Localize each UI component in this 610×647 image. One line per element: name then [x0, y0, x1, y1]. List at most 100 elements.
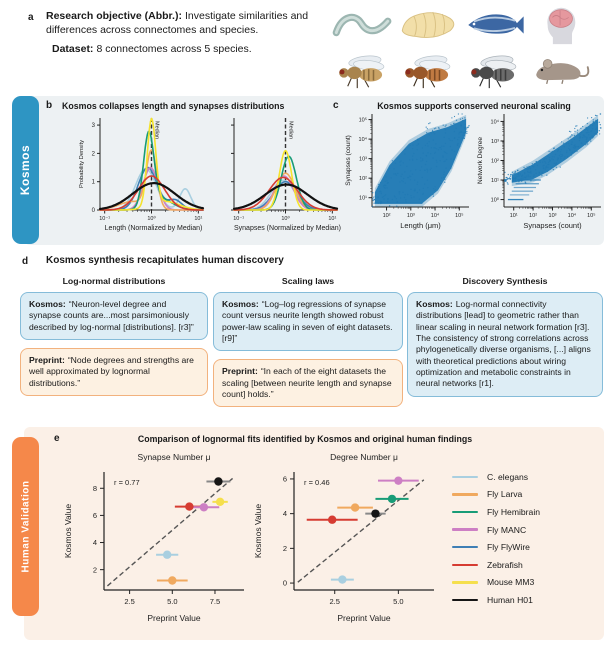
panel-d-letter: d	[22, 256, 29, 267]
fly-larva-icon	[401, 11, 455, 39]
svg-text:Median: Median	[288, 121, 294, 139]
research-objective-label: Research objective (Abbr.):	[46, 10, 182, 22]
fruit-fly-orange-icon	[405, 55, 451, 89]
svg-text:Kosmos Value: Kosmos Value	[63, 504, 73, 558]
preprint-quote-box: Preprint: “Node degrees and strengths are…	[20, 348, 208, 397]
kosmos-label: Kosmos:	[29, 299, 66, 309]
kosmos-tab-label: Kosmos	[18, 144, 33, 196]
svg-text:10⁴: 10⁴	[491, 118, 500, 125]
svg-text:6: 6	[283, 475, 287, 484]
dataset-label: Dataset:	[52, 42, 94, 55]
legend-swatch-line	[452, 581, 478, 584]
validation-section-background	[24, 427, 604, 640]
svg-text:0: 0	[283, 579, 287, 588]
svg-text:10⁴: 10⁴	[568, 212, 577, 219]
svg-text:10¹: 10¹	[194, 216, 202, 222]
svg-text:10³: 10³	[407, 213, 415, 219]
svg-text:10¹: 10¹	[491, 178, 499, 184]
scatter-plot-synapses-vs-degree: 10¹ 10² 10³ 10⁴ 10⁵ 10⁰ 10¹ 10² 10³ 10⁴ Synapses (…	[477, 113, 602, 230]
svg-text:2.5: 2.5	[124, 597, 134, 606]
svg-text:6: 6	[93, 511, 97, 520]
svg-text:5.0: 5.0	[393, 597, 403, 606]
preprint-quote-box: Preprint: “In each of the eight datasets …	[213, 359, 403, 408]
zebrafish-icon	[468, 14, 524, 34]
svg-text:10²: 10²	[359, 176, 367, 182]
mouse-icon	[536, 59, 590, 85]
research-objective: Research objective (Abbr.): Investigate s…	[46, 10, 326, 38]
kosmos-label: Kosmos:	[416, 299, 453, 309]
svg-text:r = 0.46: r = 0.46	[304, 478, 330, 487]
svg-text:10²: 10²	[491, 159, 499, 165]
svg-text:10¹: 10¹	[359, 196, 367, 202]
kosmos-quote-box: Kosmos: “Log–log regressions of synapse c…	[213, 292, 403, 352]
panel-c-title: Kosmos supports conserved neuronal scali…	[377, 101, 571, 111]
species-icons	[330, 2, 594, 94]
svg-text:10⁰: 10⁰	[147, 215, 156, 222]
legend-item: Mouse MM3	[452, 574, 540, 592]
svg-text:Network Degree: Network Degree	[477, 137, 484, 184]
kosmos-quote-box: Kosmos: “Neuron-level degree and synapse …	[20, 292, 208, 341]
svg-text:10²: 10²	[529, 213, 537, 219]
c-elegans-worm-icon	[332, 13, 392, 37]
svg-text:2: 2	[283, 544, 287, 553]
kosmos-section-tab: Kosmos	[12, 96, 39, 244]
legend-item: C. elegans	[452, 468, 540, 486]
svg-text:8: 8	[93, 484, 97, 493]
legend-swatch-line	[452, 475, 478, 478]
svg-text:1: 1	[92, 180, 96, 186]
kosmos-synthesis-text: Log-normal connectivity distributions [l…	[416, 299, 591, 389]
human-brain-icon	[547, 7, 576, 45]
legend-item: Fly Larva	[452, 486, 540, 504]
svg-text:10⁰: 10⁰	[491, 197, 500, 204]
svg-text:10⁵: 10⁵	[587, 212, 595, 219]
column-heading: Scaling laws	[281, 276, 335, 286]
scatter-plot-synapse-mu: Synapse Number μ 2.5 5.0 7.5 2 4 6 8 r = 0.77 Pre…	[63, 452, 244, 623]
svg-text:Synapses (Normalized by Median: Synapses (Normalized by Median)	[234, 225, 341, 232]
kosmos-label: Kosmos:	[222, 299, 259, 309]
svg-text:Median: Median	[154, 121, 160, 139]
legend-item-label: Fly Larva	[487, 489, 523, 500]
svg-text:10³: 10³	[359, 157, 367, 163]
svg-text:Synapses (count): Synapses (count)	[345, 135, 352, 186]
dataset-text: 8 connectomes across 5 species.	[96, 42, 252, 55]
preprint-label: Preprint:	[29, 355, 65, 366]
svg-text:7.5: 7.5	[210, 597, 220, 606]
svg-text:Preprint Value: Preprint Value	[147, 613, 201, 623]
kosmos-quote: “Neuron-level degree and synapse counts …	[29, 299, 194, 332]
svg-text:2.5: 2.5	[330, 597, 340, 606]
svg-text:2: 2	[92, 151, 96, 157]
legend-swatch-line	[452, 598, 478, 602]
legend-item-label: Mouse MM3	[487, 577, 535, 588]
panel-e-letter: e	[54, 433, 60, 444]
svg-text:10¹: 10¹	[510, 213, 518, 219]
svg-text:2: 2	[93, 565, 97, 574]
preprint-quote: “Node degrees and strengths are well app…	[29, 355, 194, 388]
kosmos-section-background	[24, 96, 604, 245]
legend-item-label: C. elegans	[487, 471, 529, 482]
svg-text:10²: 10²	[383, 213, 391, 219]
svg-text:4: 4	[93, 538, 97, 547]
legend-item-label: Fly FlyWire	[487, 542, 530, 553]
scatter-plot-length-vs-synapses: 10² 10³ 10⁴ 10⁵ 10¹ 10² 10³ 10⁴ 10⁵ Length (μm) Sy…	[345, 113, 470, 230]
column-heading: Log-normal distributions	[62, 276, 166, 286]
panel-a-letter: a	[28, 12, 34, 23]
kosmos-quote: “Log–log regressions of synapse count ve…	[222, 299, 393, 344]
svg-text:Synapse Number μ: Synapse Number μ	[138, 452, 211, 462]
svg-text:10⁻¹: 10⁻¹	[99, 216, 110, 222]
svg-text:10³: 10³	[491, 139, 499, 145]
svg-text:10³: 10³	[549, 213, 557, 219]
svg-text:Kosmos Value: Kosmos Value	[253, 504, 263, 558]
panel-d-column-lognormal: Log-normal distributions Kosmos: “Neuron-…	[20, 276, 208, 404]
svg-text:10¹: 10¹	[328, 216, 336, 222]
legend-swatch-line	[452, 510, 478, 514]
legend-swatch-line	[452, 563, 478, 566]
density-plot-length: 10⁻¹ 10⁰ 10¹ 0 1 2 3 Median Length (Normalized b…	[79, 117, 205, 232]
svg-text:Probability Density: Probability Density	[79, 140, 85, 188]
scatter-plot-degree-mu: Degree Number μ 2.5 5.0 0 2 4 6 r = 0.46 Preprin…	[253, 452, 434, 623]
preprint-quote: “In each of the eight datasets the scali…	[222, 366, 392, 400]
legend-item: Zebrafish	[452, 556, 540, 574]
kosmos-synthesis-box: Kosmos: Log-normal connectivity distribut…	[407, 292, 603, 397]
svg-text:10⁴: 10⁴	[431, 212, 440, 219]
svg-text:10⁻¹: 10⁻¹	[233, 216, 244, 222]
validation-section-tab: Human Validation	[12, 437, 39, 616]
